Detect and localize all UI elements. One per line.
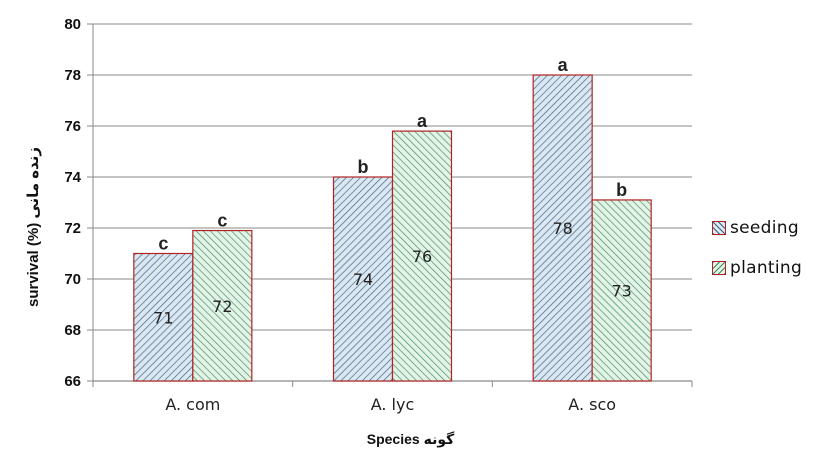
significance-letter: b [616,180,627,200]
legend-swatch-seeding [712,221,726,235]
y-axis-title: survival (%) زنده مانی [25,146,42,307]
bar-value-label: 76 [412,247,432,266]
legend-label-seeding: seeding [730,218,799,238]
significance-letter: a [558,55,569,75]
bar-planting [192,229,253,382]
bar-seeding [332,176,394,382]
bar-value-label: 71 [153,308,173,327]
y-tick-label: 76 [64,118,81,135]
legend-item-planting: planting [712,257,802,279]
y-axis-title-wrap: survival (%) زنده مانی [10,0,42,456]
y-tick-label: 74 [64,169,81,186]
y-tick-label: 78 [64,67,81,84]
significance-letter: c [158,234,168,254]
x-tick-label: A. com [165,395,220,414]
significance-letter: a [417,111,428,131]
bar-value-label: 72 [212,297,232,316]
bar-value-label: 73 [611,281,631,300]
bar-planting [591,199,652,382]
y-tick-label: 68 [64,322,81,339]
x-axis-title: Species گونه [366,431,455,447]
bar-value-label: 78 [552,219,572,238]
x-tick-label: A. lyc [371,395,415,414]
y-tick-label: 66 [64,373,81,390]
x-axis-ticks: A. com A. lyc A. sco [165,395,616,414]
x-tick-label: A. sco [568,395,616,414]
y-tick-label: 72 [64,220,81,237]
legend-item-seeding: seeding [712,217,802,239]
y-axis-ticks: 66 68 70 72 74 76 78 80 [64,16,81,390]
legend-swatch-planting [712,261,726,275]
legend-label-planting: planting [730,258,803,278]
y-tick-label: 70 [64,271,81,288]
y-tick-label: 80 [64,16,81,33]
x-axis-title-wrap: Species گونه [0,431,837,448]
bars: 71 c 72 c 74 b 76 a 78 a 73 b [133,55,652,382]
legend: seeding planting [712,217,802,297]
bar-planting [391,130,453,382]
significance-letter: b [358,157,369,177]
bar-value-label: 74 [353,270,373,289]
significance-letter: c [217,211,227,231]
